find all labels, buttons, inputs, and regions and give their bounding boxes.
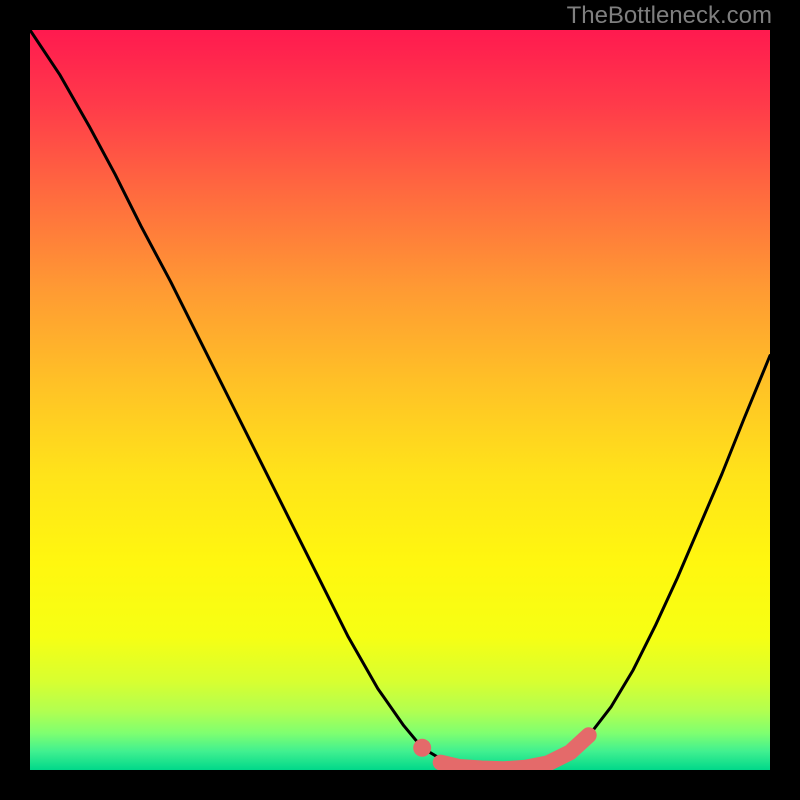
bottleneck-curve — [30, 30, 770, 769]
curve-overlay — [30, 30, 770, 770]
watermark-label: TheBottleneck.com — [567, 2, 772, 30]
plot-area — [30, 30, 770, 770]
optimal-range-highlight — [441, 735, 589, 769]
chart-container: TheBottleneck.com — [0, 0, 800, 800]
optimal-point-marker — [413, 739, 431, 757]
